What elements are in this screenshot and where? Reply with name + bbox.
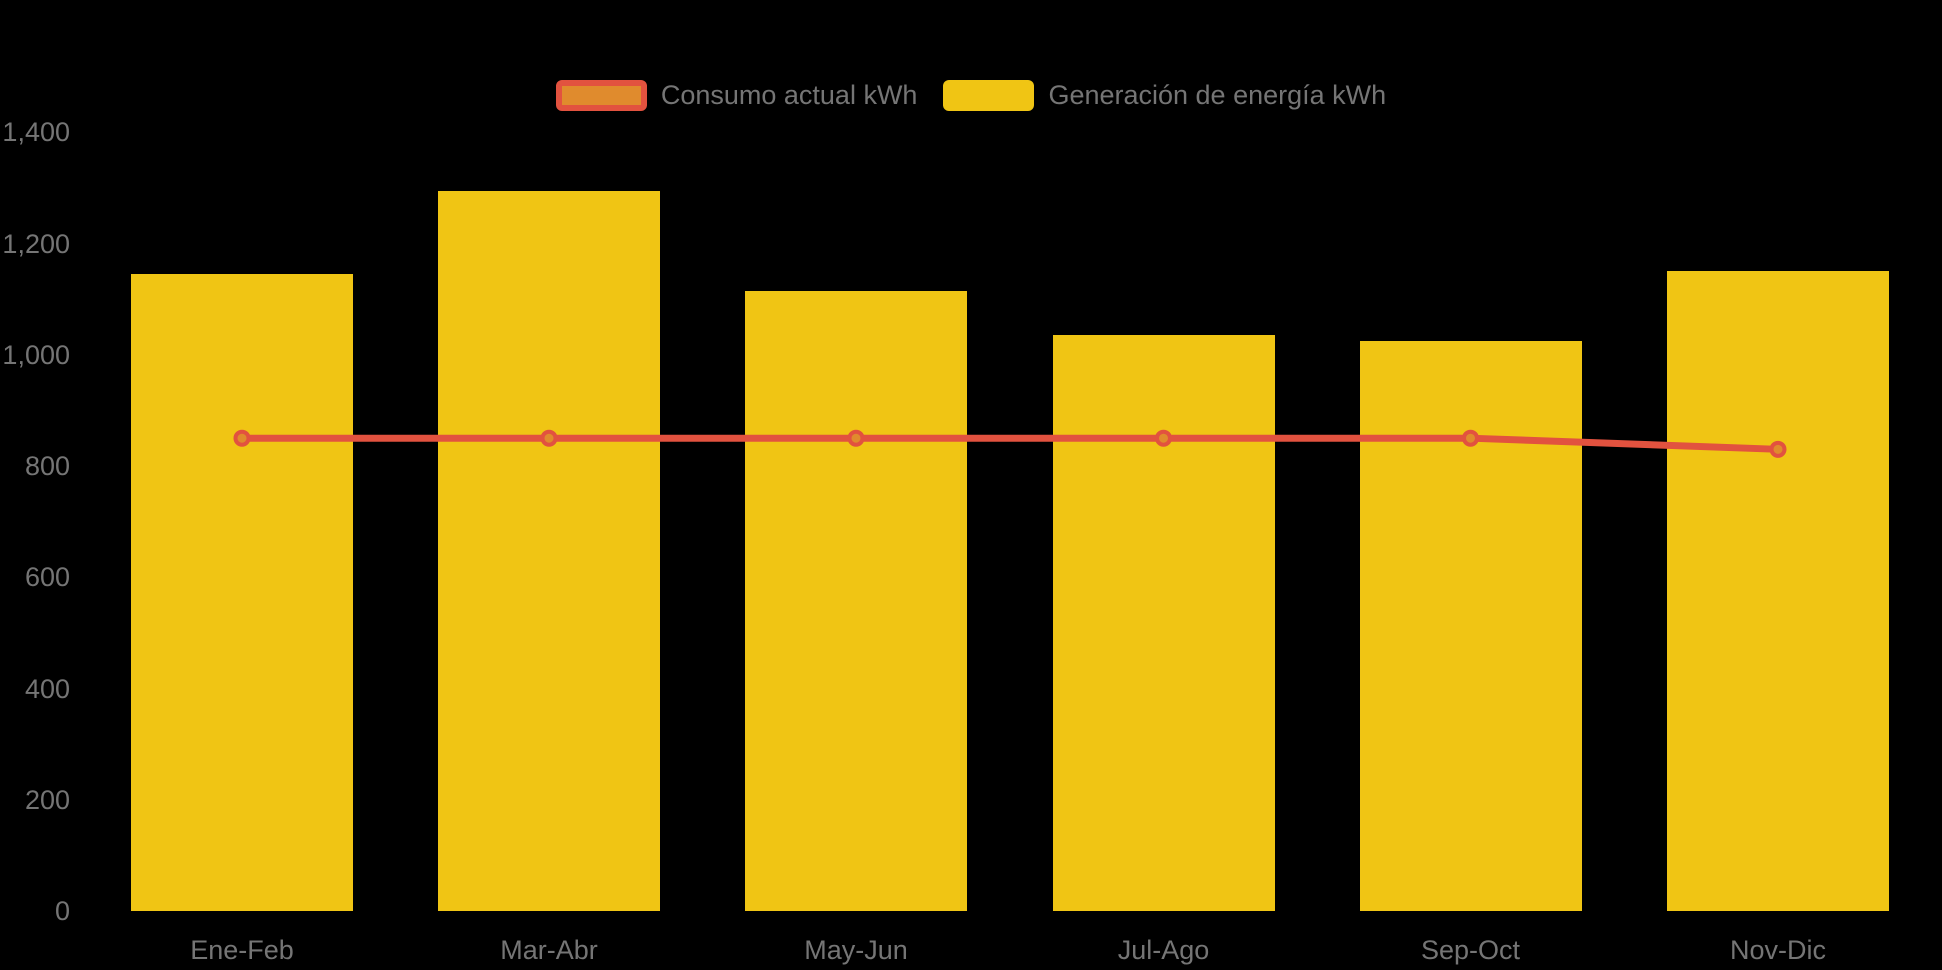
y-axis-tick-label: 1,000 — [2, 339, 70, 370]
x-axis-label-nov-dic: Nov-Dic — [1729, 935, 1826, 965]
generation-bar-ene-feb[interactable] — [131, 274, 353, 911]
consumption-point-ene-feb[interactable] — [233, 429, 251, 447]
consumo-legend-swatch-icon — [555, 80, 647, 111]
generacion-legend-swatch-icon — [943, 80, 1035, 111]
legend-item-consumo[interactable]: Consumo actual kWh — [555, 80, 918, 111]
generation-bar-jul-ago[interactable] — [1052, 335, 1275, 911]
generation-bar-mar-abr[interactable] — [438, 190, 660, 911]
consumption-point-mar-abr[interactable] — [540, 429, 558, 447]
consumption-point-may-jun[interactable] — [847, 429, 865, 447]
x-axis-label-may-jun: May-Jun — [804, 935, 908, 965]
x-axis-label-jul-ago: Jul-Ago — [1117, 935, 1210, 965]
y-axis-tick-label: 1,200 — [2, 228, 70, 259]
y-axis-tick-label: 400 — [24, 673, 70, 704]
legend-label: Consumo actual kWh — [660, 80, 918, 110]
generation-bar-may-jun[interactable] — [745, 290, 967, 911]
generation-bar-sep-oct[interactable] — [1359, 340, 1582, 911]
legend-item-generacion[interactable]: Generación de energía kWh — [943, 80, 1386, 111]
y-axis-tick-label: 0 — [54, 896, 70, 926]
x-axis-label-sep-oct: Sep-Oct — [1420, 935, 1521, 965]
y-axis-tick-label: 600 — [24, 562, 70, 593]
chart-legend: Consumo actual kWh Generación de energía … — [0, 80, 1942, 111]
y-axis-tick-label: 200 — [24, 784, 70, 815]
consumption-point-sep-oct[interactable] — [1462, 429, 1479, 447]
generation-bar-nov-dic[interactable] — [1667, 271, 1889, 911]
x-axis-label-ene-feb: Ene-Feb — [190, 935, 294, 965]
x-axis-label-mar-abr: Mar-Abr — [500, 935, 598, 965]
consumption-point-nov-dic[interactable] — [1769, 440, 1787, 458]
y-axis-tick-label: 1,400 — [2, 117, 70, 148]
legend-label: Generación de energía kWh — [1048, 80, 1387, 110]
consumption-point-jul-ago[interactable] — [1155, 429, 1172, 447]
y-axis-tick-label: 800 — [24, 451, 70, 481]
